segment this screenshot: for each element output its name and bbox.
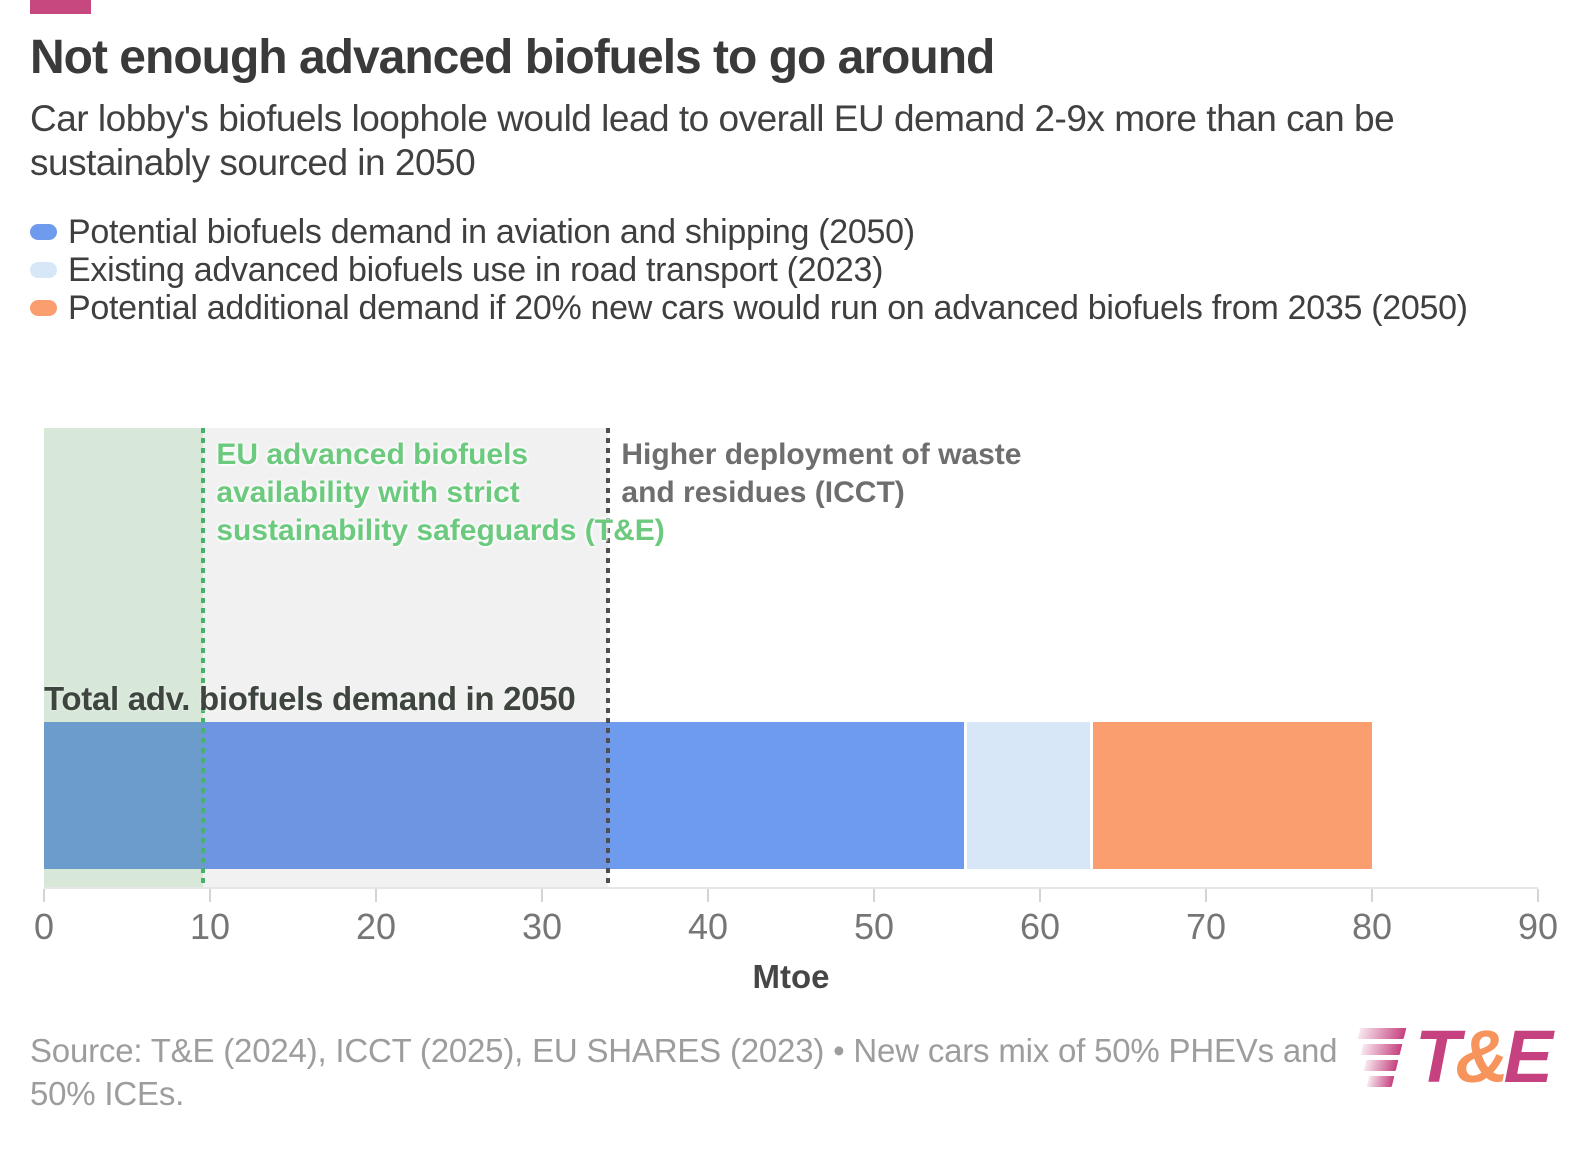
x-tick bbox=[43, 889, 45, 902]
x-axis-line bbox=[44, 887, 1538, 889]
legend-item: Existing advanced biofuels use in road t… bbox=[30, 251, 1468, 289]
te-logo: T&E bbox=[1353, 1020, 1553, 1094]
logo-letter-e: E bbox=[1503, 1015, 1553, 1098]
legend-swatch-additional-cars-icon bbox=[30, 300, 57, 316]
brand-accent-bar bbox=[30, 0, 91, 14]
bar-segment-additional-cars bbox=[1089, 722, 1372, 869]
te-availability-annotation: EU advanced biofuels availability with s… bbox=[216, 438, 665, 548]
legend-label: Existing advanced biofuels use in road t… bbox=[68, 250, 884, 289]
x-tick-label: 70 bbox=[1185, 906, 1227, 947]
x-tick bbox=[1038, 889, 1041, 902]
legend-label: Potential biofuels demand in aviation an… bbox=[68, 212, 915, 251]
legend-item: Potential biofuels demand in aviation an… bbox=[30, 213, 1468, 251]
x-tick-label: 10 bbox=[189, 906, 231, 947]
x-tick bbox=[540, 889, 543, 902]
x-tick-label: 50 bbox=[853, 906, 895, 947]
x-tick bbox=[208, 889, 211, 902]
x-tick-label: 80 bbox=[1351, 906, 1393, 947]
plot: EU advanced biofuels availability with s… bbox=[34, 428, 1558, 995]
legend: Potential biofuels demand in aviation an… bbox=[30, 213, 1468, 327]
x-tick bbox=[706, 889, 709, 902]
x-axis-title: Mtoe bbox=[752, 958, 830, 995]
x-tick-label: 30 bbox=[521, 906, 563, 947]
x-tick bbox=[1537, 889, 1539, 902]
legend-swatch-aviation-shipping-icon bbox=[30, 224, 57, 240]
x-tick bbox=[1205, 889, 1207, 902]
x-tick bbox=[873, 889, 875, 902]
bar-category-label: Total adv. biofuels demand in 2050 bbox=[44, 680, 576, 717]
icct-availability-annotation: Higher deployment of waste and residues … bbox=[621, 438, 1022, 510]
logo-ampersand: & bbox=[1455, 1015, 1509, 1098]
source-note: Source: T&E (2024), ICCT (2025), EU SHAR… bbox=[30, 1032, 1338, 1112]
legend-swatch-existing-road-icon bbox=[30, 262, 57, 278]
icct-availability-refline bbox=[606, 428, 611, 889]
te-availability-refline bbox=[201, 428, 206, 889]
x-tick-label: 0 bbox=[33, 906, 55, 947]
te-logo-text: T&E bbox=[1415, 1020, 1553, 1094]
legend-item: Potential additional demand if 20% new c… bbox=[30, 289, 1468, 327]
te-logo-stripes-icon bbox=[1346, 1027, 1407, 1087]
page-title: Not enough advanced biofuels to go aroun… bbox=[30, 31, 995, 84]
logo-letter-t: T bbox=[1414, 1015, 1460, 1098]
x-tick-label: 90 bbox=[1517, 906, 1559, 947]
x-tick bbox=[374, 889, 377, 902]
stacked-bar bbox=[44, 722, 1538, 869]
bar-segment-existing-road bbox=[963, 722, 1090, 869]
page-subtitle: Car lobby's biofuels loophole would lead… bbox=[30, 98, 1395, 183]
legend-label: Potential additional demand if 20% new c… bbox=[68, 288, 1468, 327]
x-tick bbox=[1370, 889, 1373, 902]
x-tick-label: 20 bbox=[355, 906, 397, 947]
bar-segment-aviation-shipping bbox=[44, 722, 964, 869]
x-tick-label: 60 bbox=[1019, 906, 1061, 947]
x-tick-label: 40 bbox=[687, 906, 729, 947]
